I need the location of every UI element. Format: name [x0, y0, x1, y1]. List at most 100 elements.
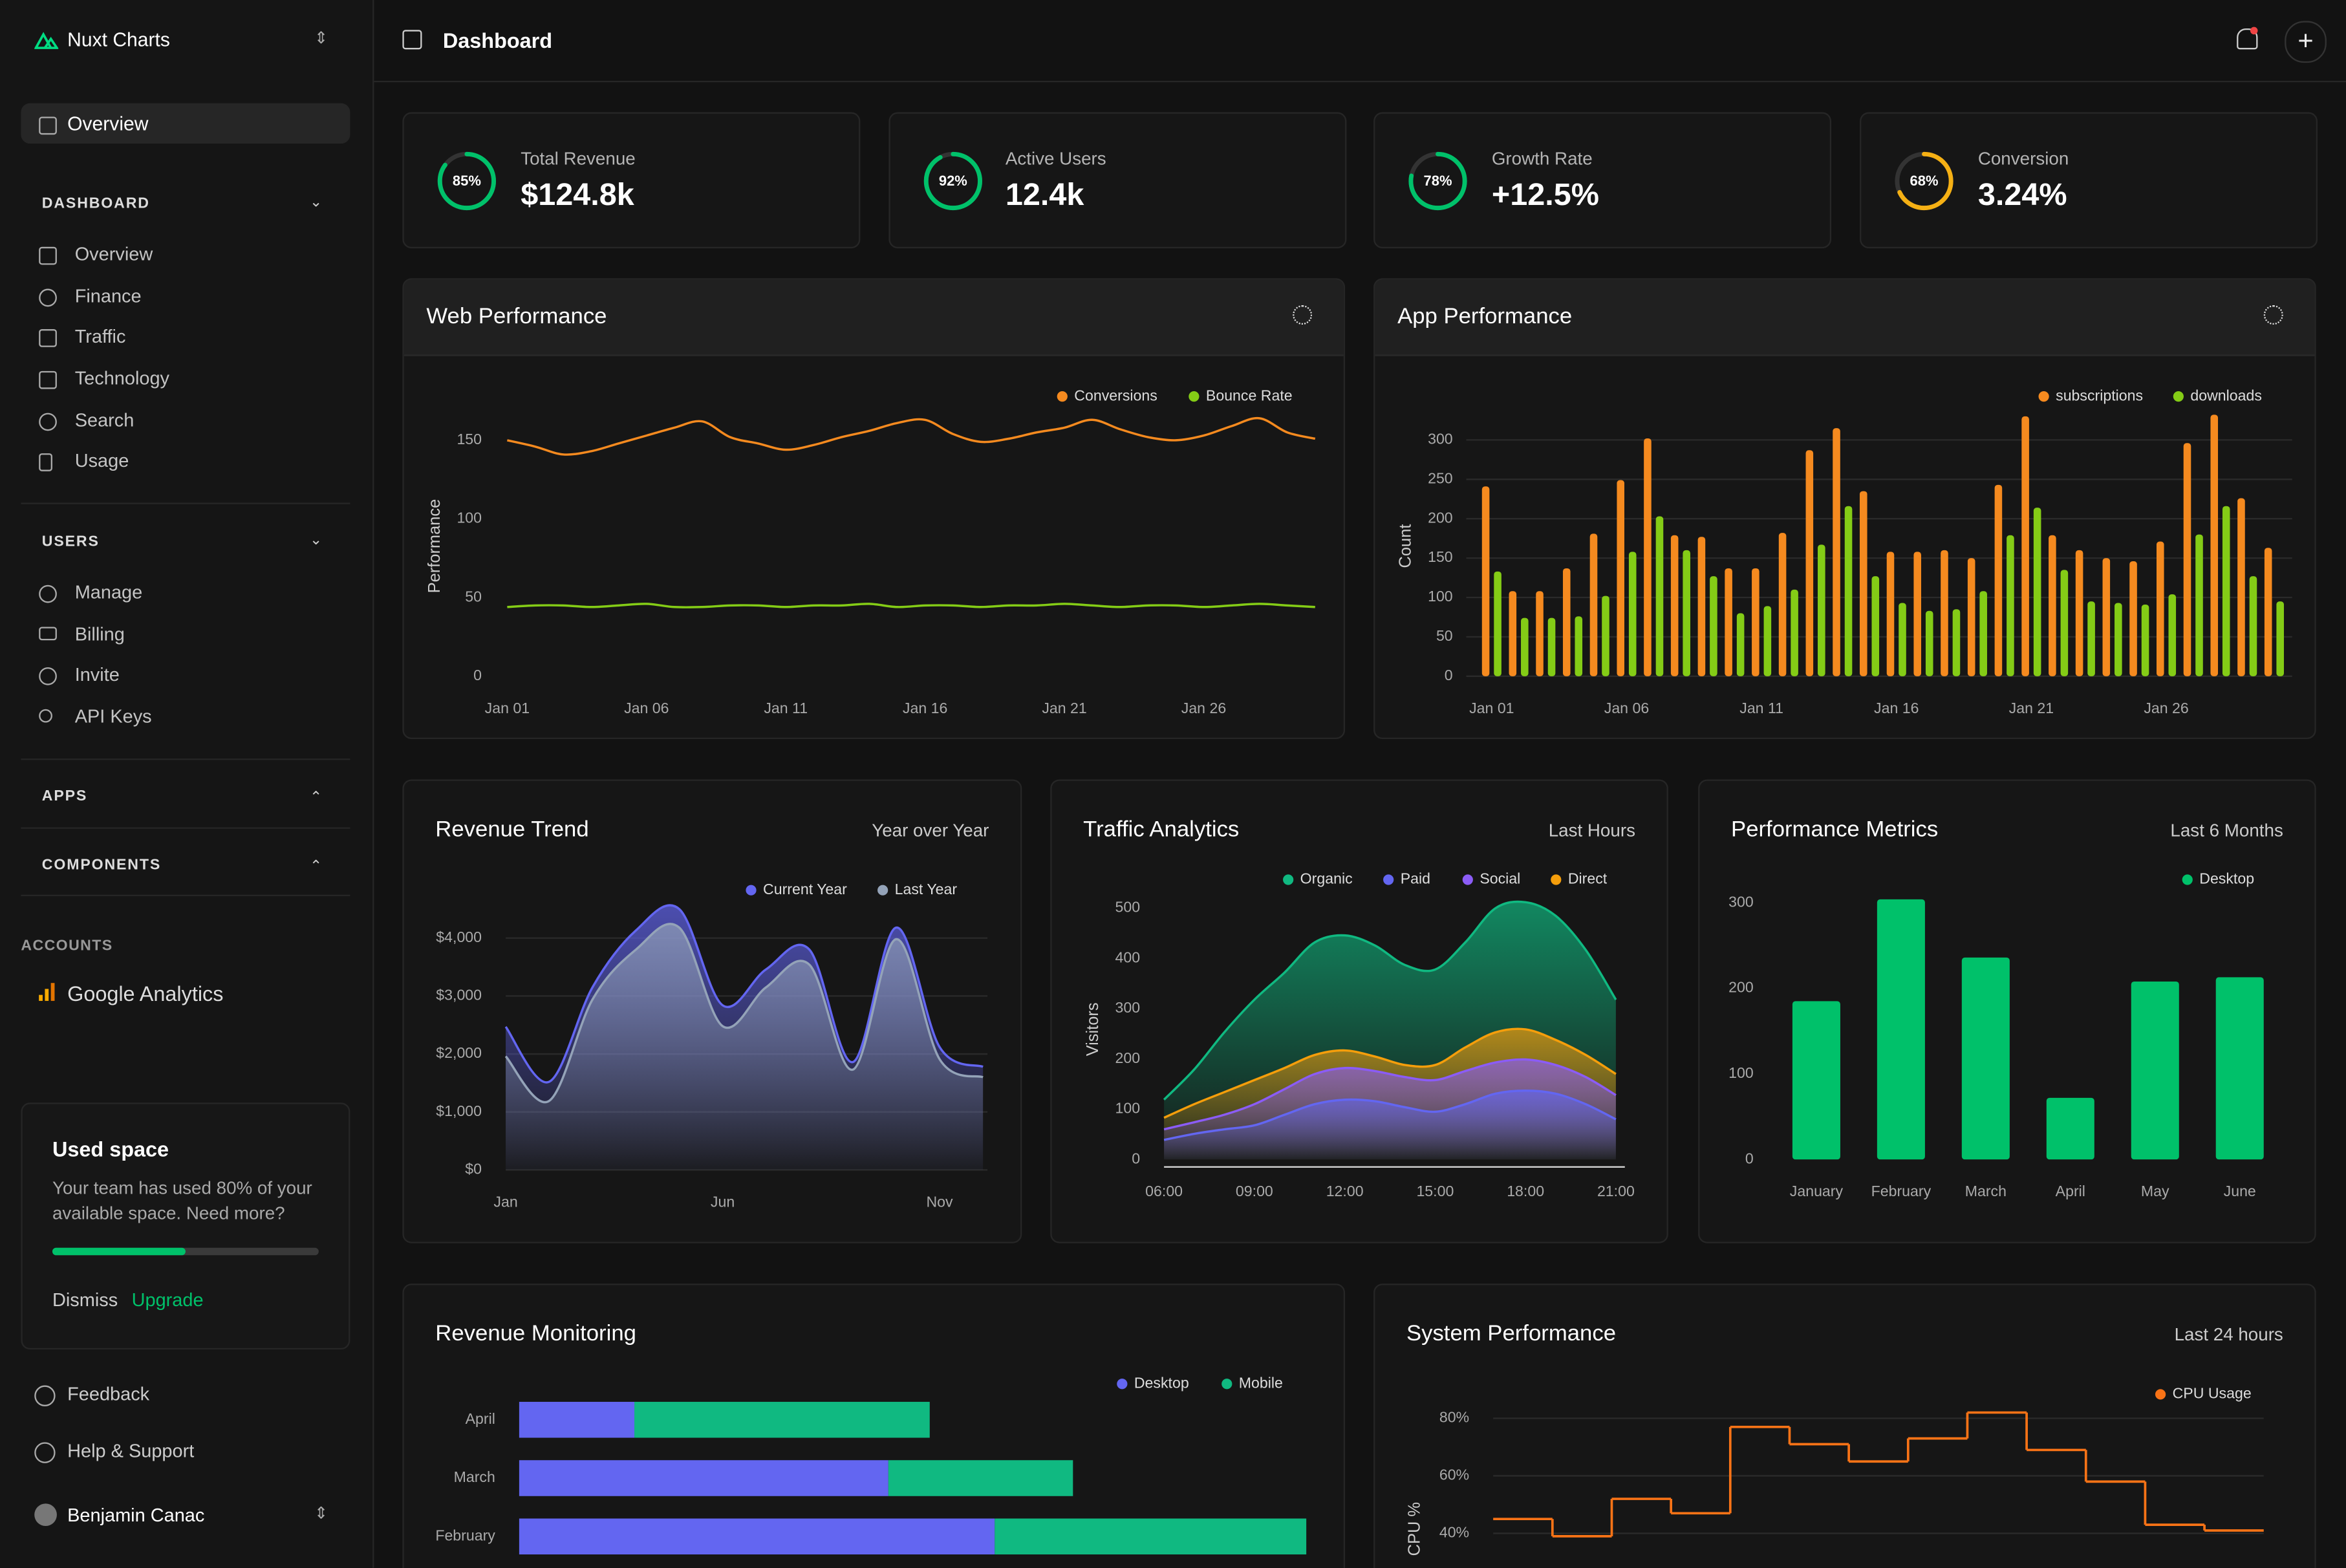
nav-item[interactable]: Finance: [74, 285, 142, 307]
y-axis-label: Visitors: [1084, 1002, 1102, 1056]
chevron[interactable]: ⌄: [309, 194, 323, 211]
account[interactable]: Google Analytics: [67, 981, 224, 1005]
add-button[interactable]: +: [2285, 21, 2327, 63]
footer-link[interactable]: Help & Support: [67, 1441, 195, 1462]
user-name[interactable]: Benjamin Canac: [67, 1505, 205, 1527]
chevron[interactable]: ⌃: [309, 859, 323, 875]
x-tick-label: March: [1965, 1183, 2007, 1199]
bar: [1536, 591, 1544, 676]
y-tick-label: 0: [1132, 1150, 1140, 1166]
section-title[interactable]: APPS: [41, 788, 88, 805]
ring-label: 92%: [939, 173, 967, 189]
y-axis-label: CPU %: [1406, 1502, 1424, 1556]
x-tick-label: 06:00: [1145, 1183, 1183, 1199]
nav-item[interactable]: Billing: [74, 623, 125, 645]
legend-dot: [1189, 391, 1200, 402]
y-tick-label: 300: [1428, 430, 1453, 447]
line: [504, 923, 984, 1104]
stat-card: Total Revenue $124.8k: [402, 112, 861, 249]
ring-label: 78%: [1424, 173, 1452, 189]
nav-item[interactable]: Manage: [74, 582, 143, 603]
progress-track: [52, 1247, 319, 1256]
stat-value: 3.24%: [1977, 178, 2067, 213]
bar: [1994, 484, 2003, 676]
y-tick-label: 200: [1115, 1049, 1141, 1066]
dismiss-button[interactable]: Dismiss: [52, 1289, 118, 1311]
legend-dot: [1221, 1379, 1232, 1390]
x-tick-label: 15:00: [1416, 1183, 1454, 1199]
bar: [2210, 414, 2219, 676]
nav-item[interactable]: Invite: [74, 664, 120, 685]
line: [1163, 1027, 1617, 1119]
icon: [39, 288, 57, 307]
legend-label: Bounce Rate: [1206, 387, 1293, 403]
nav-item[interactable]: Search: [74, 409, 135, 431]
chart-subtitle: Last Hours: [1548, 819, 1635, 841]
bar: [1697, 537, 1706, 676]
bar: [1655, 516, 1664, 676]
y-tick-label: 0: [1745, 1150, 1754, 1166]
bar: [1792, 1001, 1840, 1160]
x-tick-label: February: [1871, 1183, 1932, 1199]
nav-item[interactable]: Traffic: [74, 326, 126, 347]
bar: [1952, 609, 1961, 676]
section-title[interactable]: USERS: [41, 534, 100, 551]
bar: [1589, 533, 1598, 676]
legend-label: Current Year: [763, 881, 847, 897]
notifications[interactable]: [2237, 28, 2258, 50]
x-tick-label: Jan 16: [903, 700, 947, 716]
nav-item[interactable]: API Keys: [74, 706, 152, 727]
upgrade-button[interactable]: Upgrade: [131, 1289, 204, 1311]
bar: [2021, 416, 2029, 676]
settings-icon[interactable]: [1293, 305, 1313, 325]
stat-label: Growth Rate: [1491, 148, 1593, 169]
legend-dot: [2182, 874, 2193, 885]
sidebar-toggle[interactable]: [402, 30, 422, 50]
bar: [2102, 558, 2111, 676]
nav-item[interactable]: Overview: [67, 112, 149, 135]
active-item-bg: [21, 103, 350, 144]
bar: [1763, 606, 1772, 676]
chevron[interactable]: ⌃: [309, 789, 323, 807]
bar: [1818, 544, 1825, 676]
brand[interactable]: Nuxt Charts: [67, 28, 170, 51]
icon: [39, 585, 57, 603]
y-axis-label: Performance: [425, 499, 444, 594]
switch-icon[interactable]: ⇕: [314, 1505, 328, 1523]
chevron[interactable]: ⌄: [309, 532, 323, 550]
switch-icon[interactable]: ⇕: [314, 30, 328, 48]
nav-item[interactable]: Usage: [74, 450, 129, 471]
legend-dot: [1283, 874, 1294, 885]
stat-card: Active Users 12.4k: [888, 112, 1347, 249]
section-title[interactable]: DASHBOARD: [41, 196, 150, 213]
chart-title: System Performance: [1406, 1321, 1616, 1347]
bar: [2276, 601, 2284, 676]
bar: [1547, 618, 1556, 676]
x-tick-label: Jan 21: [2009, 700, 2054, 716]
icon: [39, 709, 52, 723]
footer-link[interactable]: Feedback: [67, 1384, 150, 1405]
usage-text: Your team has used 80% of your available…: [52, 1177, 312, 1224]
bar: [1791, 589, 1798, 676]
nav-item[interactable]: Overview: [74, 244, 153, 265]
section-title[interactable]: COMPONENTS: [41, 857, 162, 874]
nav-item[interactable]: Technology: [74, 368, 170, 389]
bar: [2049, 535, 2056, 676]
bar: [1913, 552, 1922, 676]
y-tick-label: 200: [1428, 509, 1453, 526]
category-label: March: [454, 1468, 495, 1485]
legend-label: subscriptions: [2056, 387, 2143, 403]
y-tick-label: 300: [1728, 893, 1754, 910]
usage-title: Used space: [52, 1137, 169, 1161]
area: [506, 923, 984, 1170]
legend-dot: [1057, 391, 1068, 402]
x-tick-label: June: [2224, 1183, 2256, 1199]
chart-title: Traffic Analytics: [1083, 817, 1240, 843]
card-header: [404, 279, 1344, 356]
legend-dot: [1383, 874, 1394, 885]
settings-icon[interactable]: [2263, 305, 2283, 325]
legend-label: Desktop: [2199, 870, 2254, 887]
bar: [2046, 1097, 2094, 1160]
